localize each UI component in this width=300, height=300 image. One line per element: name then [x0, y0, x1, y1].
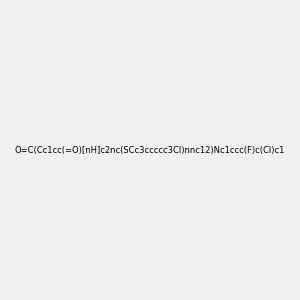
Text: O=C(Cc1cc(=O)[nH]c2nc(SCc3ccccc3Cl)nnc12)Nc1ccc(F)c(Cl)c1: O=C(Cc1cc(=O)[nH]c2nc(SCc3ccccc3Cl)nnc12… [15, 146, 285, 154]
